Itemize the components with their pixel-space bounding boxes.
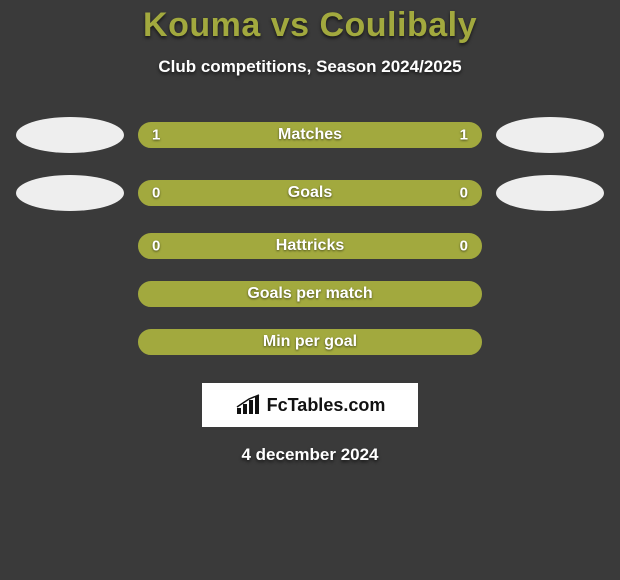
comparison-widget: Kouma vs Coulibaly Club competitions, Se… (0, 0, 620, 465)
stat-row: 0 0 Hattricks (16, 233, 604, 259)
stat-value-left: 1 (152, 127, 160, 144)
stat-bar: 0 0 Goals (138, 180, 482, 206)
stat-rows: 1 1 Matches 0 0 Goals 0 0 Hattricks Goals per mat… (16, 117, 604, 377)
team-right-oval (496, 175, 604, 211)
stat-value-right: 0 (460, 185, 468, 202)
logo-box[interactable]: FcTables.com (202, 383, 418, 427)
stat-bar: 1 1 Matches (138, 122, 482, 148)
team-right-oval (496, 117, 604, 153)
stat-row: 0 0 Goals (16, 175, 604, 211)
stat-value-left: 0 (152, 238, 160, 255)
stat-row: 1 1 Matches (16, 117, 604, 153)
stat-label: Matches (278, 126, 342, 144)
team-left-oval (16, 117, 124, 153)
stat-label: Min per goal (263, 333, 357, 351)
stat-value-right: 1 (460, 127, 468, 144)
bar-chart-icon (235, 394, 261, 416)
logo-text: FcTables.com (267, 395, 386, 416)
stat-value-right: 0 (460, 238, 468, 255)
subtitle: Club competitions, Season 2024/2025 (158, 57, 461, 77)
stat-row: Goals per match (16, 281, 604, 307)
team-left-oval (16, 175, 124, 211)
stat-value-left: 0 (152, 185, 160, 202)
stat-label: Hattricks (276, 237, 344, 255)
stat-bar: Min per goal (138, 329, 482, 355)
page-title: Kouma vs Coulibaly (143, 6, 477, 45)
date: 4 december 2024 (241, 445, 378, 465)
stat-label: Goals (288, 184, 332, 202)
stat-bar: 0 0 Hattricks (138, 233, 482, 259)
stat-bar: Goals per match (138, 281, 482, 307)
stat-label: Goals per match (247, 285, 372, 303)
stat-row: Min per goal (16, 329, 604, 355)
